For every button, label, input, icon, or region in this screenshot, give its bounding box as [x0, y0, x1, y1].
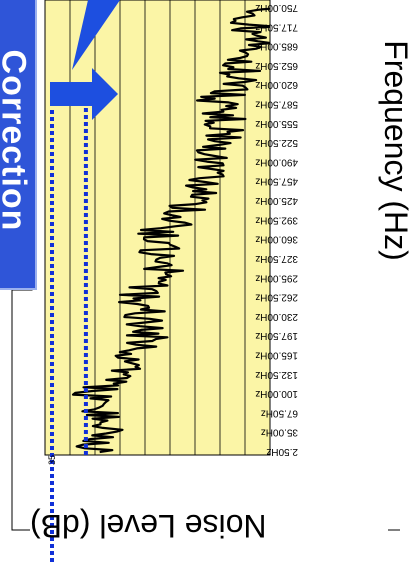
frequency-tick-label: 717.50Hz [255, 21, 298, 32]
speech-bubble-pointer [72, 0, 120, 70]
frequency-tick-label: 587.50Hz [255, 99, 298, 110]
trace-layer [71, 7, 270, 454]
frequency-tick-label: 392.50Hz [255, 214, 298, 225]
frequency-tick-label: 295.00Hz [255, 272, 298, 283]
noise-trace-line [71, 7, 270, 454]
frequency-tick-label: 490.00Hz [255, 156, 298, 167]
frequency-tick-label: 457.50Hz [255, 176, 298, 187]
frequency-tick-label: 685.00Hz [255, 41, 298, 52]
frequency-tick-label: 100.00Hz [255, 388, 298, 399]
correction-box: Correction [0, 0, 37, 290]
arrow-right-icon [50, 68, 118, 120]
y-tick-label: 35 [47, 455, 57, 465]
marker-layer [50, 108, 88, 564]
frequency-tick-label: 132.50Hz [255, 369, 298, 380]
frequency-axis-title: Frequency (Hz) [377, 39, 414, 261]
noise-axis-title-wrap: Noise Level (dB) [30, 500, 390, 550]
correction-label-wrap: Correction [0, 0, 35, 288]
frequency-tick-label: 35.00Hz [261, 427, 298, 438]
frequency-tick-label: 67.50Hz [261, 407, 298, 418]
correction-label: Correction [0, 49, 33, 231]
frequency-tick-label: 262.50Hz [255, 292, 298, 303]
frequency-tick-label: 230.00Hz [255, 311, 298, 322]
frequency-tick-label: 360.00Hz [255, 234, 298, 245]
frequency-tick-label: 652.50Hz [255, 60, 298, 71]
frequency-tick-label: 425.00Hz [255, 195, 298, 206]
frequency-tick-labels: 2.50Hz 35.00Hz 67.50Hz 100.00Hz 132.50Hz 165.… [255, 2, 298, 457]
frequency-tick-label: 197.50Hz [255, 330, 298, 341]
frequency-tick-label: 555.00Hz [255, 118, 298, 129]
frequency-tick-label: 522.50Hz [255, 137, 298, 148]
noise-axis-title: Noise Level (dB) [30, 507, 267, 544]
frequency-tick-label: 750.00Hz [255, 2, 298, 13]
frequency-tick-label: 165.00Hz [255, 349, 298, 360]
frequency-tick-label: 2.50Hz [266, 446, 298, 457]
frequency-axis-title-wrap: Frequency (Hz) [372, 0, 418, 300]
frequency-tick-label: 327.50Hz [255, 253, 298, 264]
frequency-tick-label: 620.00Hz [255, 79, 298, 90]
